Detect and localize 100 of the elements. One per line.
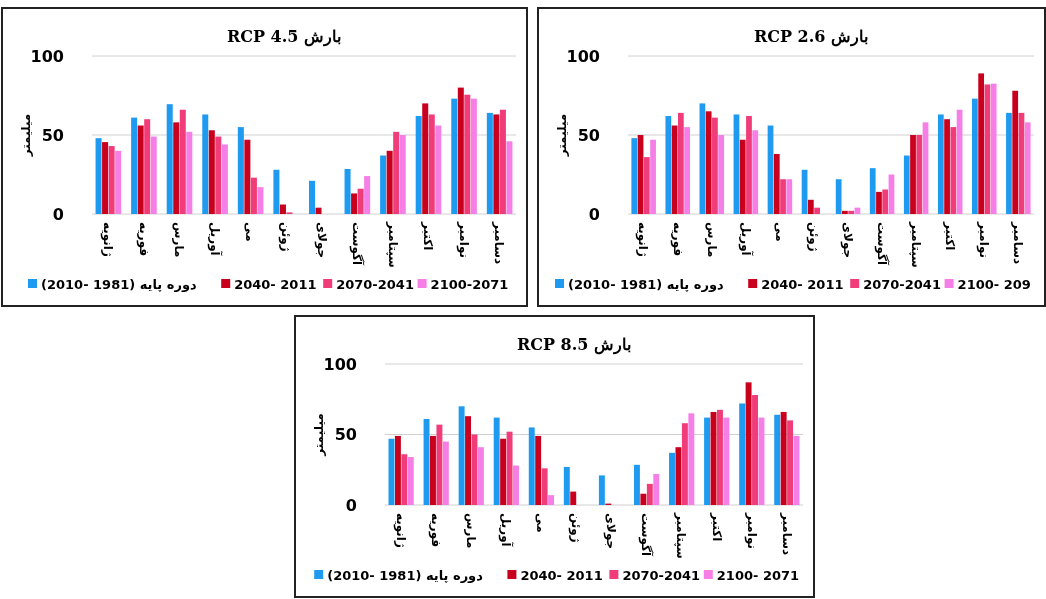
bar: [166, 104, 173, 214]
bar: [493, 417, 500, 505]
bar: [643, 157, 650, 214]
bar: [393, 131, 400, 214]
bar: [500, 438, 507, 505]
bar: [773, 153, 780, 214]
bar: [137, 125, 144, 214]
bar: [237, 127, 244, 214]
bar: [570, 491, 577, 505]
bar: [990, 83, 997, 214]
chart-title: بارش RCP 8.5: [516, 335, 632, 355]
legend-label: 2070-2041: [622, 567, 701, 583]
bar: [774, 414, 781, 505]
bar: [739, 403, 746, 505]
bar: [1012, 90, 1019, 214]
x-tick-label: مارس: [464, 513, 479, 549]
bar: [650, 139, 656, 214]
bar: [144, 119, 151, 214]
chart-title: بارش RCP 4.5: [226, 27, 342, 47]
bar: [465, 416, 472, 505]
bar: [780, 411, 787, 505]
bar: [718, 135, 725, 214]
bar: [486, 112, 493, 214]
y-tick-label: 100: [566, 46, 600, 66]
bar: [108, 146, 115, 214]
bar: [179, 109, 186, 214]
x-tick-label: ژوئن: [805, 222, 821, 252]
bar: [665, 116, 672, 214]
bar: [401, 454, 408, 505]
y-tick-label: 50: [577, 125, 600, 145]
legend-label: 2070-2041: [863, 276, 941, 292]
bar: [548, 495, 555, 505]
x-tick-label: سپتامبر: [908, 221, 923, 268]
bar: [882, 189, 889, 214]
y-axis-title: میلیمتر: [312, 413, 326, 457]
bar: [752, 130, 759, 214]
bar: [950, 127, 957, 214]
bar: [677, 112, 684, 214]
bar: [640, 493, 647, 505]
bar: [344, 168, 351, 214]
bar: [705, 111, 712, 214]
legend-label: 2040- 2011: [761, 276, 844, 292]
bar: [102, 142, 109, 214]
x-tick-label: آوریل: [206, 222, 223, 257]
bar: [704, 417, 711, 505]
bar: [95, 138, 102, 214]
y-tick-label: 50: [334, 425, 357, 445]
x-tick-label: ژوئن: [278, 222, 294, 252]
bar: [848, 210, 855, 214]
y-tick-label: 100: [30, 46, 64, 66]
bar: [903, 155, 910, 214]
bar: [842, 210, 848, 214]
y-axis-title: میلیمتر: [555, 113, 569, 158]
bar: [364, 176, 371, 214]
bar: [451, 98, 458, 214]
bar: [506, 431, 513, 505]
bar: [1024, 122, 1031, 214]
bar: [944, 119, 950, 214]
bar: [186, 131, 193, 214]
y-tick-label: 50: [41, 125, 64, 145]
bar: [681, 423, 688, 505]
x-tick-label: فوریه: [669, 222, 685, 257]
bar: [739, 139, 746, 214]
legend-label: 2100-2071: [430, 276, 509, 292]
x-tick-label: آوریل: [498, 513, 515, 548]
bar: [115, 150, 122, 214]
x-tick-label: جولای: [839, 222, 855, 259]
bar: [752, 395, 758, 505]
x-tick-label: می: [534, 513, 549, 533]
bar: [464, 94, 471, 214]
y-tick-label: 0: [345, 495, 357, 515]
bar: [598, 475, 605, 505]
legend-label: 2040- 2011: [234, 276, 317, 292]
x-tick-label: اکتبر: [943, 221, 958, 251]
legend-label: دوره پایه (1981 -2010): [41, 276, 198, 292]
bar: [712, 117, 718, 214]
x-tick-label: اکتبر: [709, 512, 724, 542]
bar: [394, 435, 401, 505]
bar: [541, 468, 548, 505]
bar: [458, 406, 465, 505]
x-tick-label: نوامبر: [743, 512, 759, 549]
x-tick-label: آگوست: [638, 513, 655, 558]
bar: [716, 409, 723, 505]
bar: [669, 452, 675, 505]
x-tick-label: مارس: [172, 222, 187, 258]
x-tick-label: ژانویه: [392, 513, 408, 548]
bar: [535, 435, 542, 505]
bar: [972, 98, 978, 214]
y-tick-label: 100: [323, 354, 357, 374]
bar: [688, 413, 695, 505]
bar: [315, 207, 322, 214]
bar: [513, 465, 519, 505]
bar: [493, 114, 500, 214]
x-tick-label: مارس: [704, 222, 719, 258]
x-tick-label: فوریه: [428, 513, 443, 548]
legend-label: 2040- 2011: [520, 567, 603, 583]
y-tick-label: 0: [588, 204, 600, 224]
x-tick-label: ژانویه: [635, 222, 651, 257]
bar: [563, 466, 570, 505]
bar: [675, 447, 682, 505]
